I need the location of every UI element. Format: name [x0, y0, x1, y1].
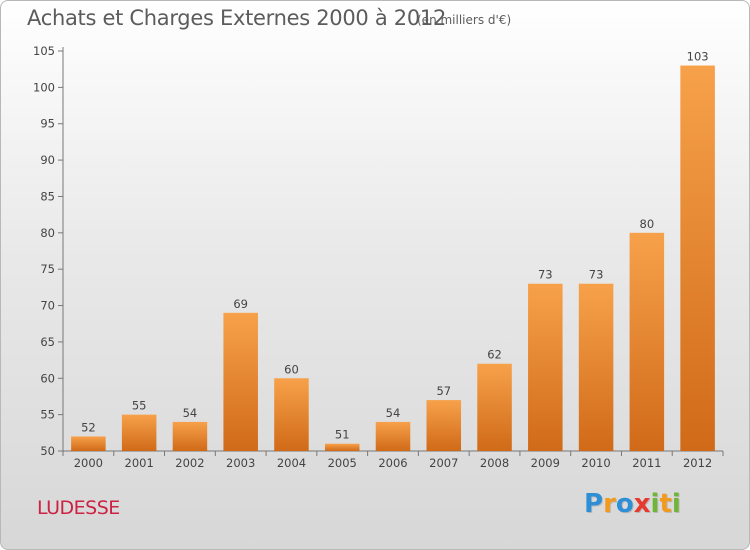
y-tick-label: 60 [40, 371, 55, 385]
x-tick-label-2011: 2011 [632, 456, 661, 470]
bar-2000 [71, 436, 106, 451]
logo-letter: P [584, 489, 604, 519]
x-tick-label-2008: 2008 [480, 456, 509, 470]
bar-2006 [375, 421, 411, 451]
bars [71, 65, 715, 451]
bar-2005 [324, 443, 360, 451]
y-tick-label: 95 [40, 117, 55, 131]
y-axis: 50 55 60 65 70 75 80 85 90 95 100 105 [33, 44, 64, 458]
logo-letter: i [650, 489, 660, 519]
data-label-2009: 73 [538, 268, 553, 282]
data-label-2001: 55 [132, 399, 147, 413]
bar-2003 [223, 312, 258, 451]
y-tick-label: 55 [40, 408, 55, 422]
data-label-2007: 57 [436, 384, 451, 398]
y-tick-label: 65 [40, 335, 55, 349]
x-tick-label-2012: 2012 [683, 456, 712, 470]
y-tick-label: 90 [40, 153, 55, 167]
chart-subtitle: (en milliers d'€) [417, 13, 512, 27]
data-label-2010: 73 [589, 268, 604, 282]
data-label-2011: 80 [640, 217, 655, 231]
data-label-2005: 51 [335, 428, 350, 442]
bar-2011 [629, 232, 665, 451]
logo-letter: o [615, 489, 634, 519]
bar-2002 [172, 421, 208, 451]
data-label-2004: 60 [284, 362, 299, 376]
data-label-2012: 103 [687, 50, 709, 64]
bar-2001 [121, 414, 157, 451]
data-label-2008: 62 [487, 348, 502, 362]
y-tick-label: 85 [40, 189, 55, 203]
y-tick-label: 105 [33, 44, 55, 58]
chart-title: Achats et Charges Externes 2000 à 2012 [27, 6, 447, 30]
logo-letter: x [633, 489, 651, 519]
place-name: LUDESSE [37, 497, 120, 519]
data-label-2000: 52 [81, 420, 96, 434]
proxiti-logo: Proxiti [584, 489, 681, 519]
logo-letter: r [603, 489, 616, 519]
x-tick-label-2005: 2005 [328, 456, 357, 470]
bar-2007 [426, 400, 462, 451]
x-tick-label-2001: 2001 [125, 456, 154, 470]
logo-letter: t [659, 489, 672, 519]
y-tick-label: 100 [33, 80, 55, 94]
y-tick-label: 75 [40, 262, 55, 276]
x-tick-label-2002: 2002 [175, 456, 204, 470]
bar-2008 [477, 363, 512, 451]
bar-2009 [528, 283, 563, 451]
x-tick-label-2003: 2003 [226, 456, 255, 470]
y-tick-label: 70 [40, 299, 55, 313]
x-tick-label-2006: 2006 [378, 456, 407, 470]
data-labels: 52 55 54 69 60 51 54 57 62 73 73 80 103 [81, 50, 709, 442]
data-label-2002: 54 [183, 406, 198, 420]
y-tick-label: 50 [40, 444, 55, 458]
data-label-2003: 69 [233, 297, 248, 311]
y-tick-label: 80 [40, 226, 55, 240]
bar-2004 [274, 378, 309, 451]
x-tick-label-2009: 2009 [531, 456, 560, 470]
x-tick-label-2004: 2004 [277, 456, 306, 470]
x-tick-label-2007: 2007 [429, 456, 458, 470]
x-axis: 2000 2001 2002 2003 2004 2005 2006 2007 2008 2009… [62, 450, 724, 470]
x-tick-label-2000: 2000 [74, 456, 103, 470]
data-label-2006: 54 [386, 406, 401, 420]
bar-2010 [578, 283, 614, 451]
bar-2012 [680, 65, 715, 451]
logo-letter: i [671, 489, 681, 519]
x-tick-label-2010: 2010 [581, 456, 610, 470]
